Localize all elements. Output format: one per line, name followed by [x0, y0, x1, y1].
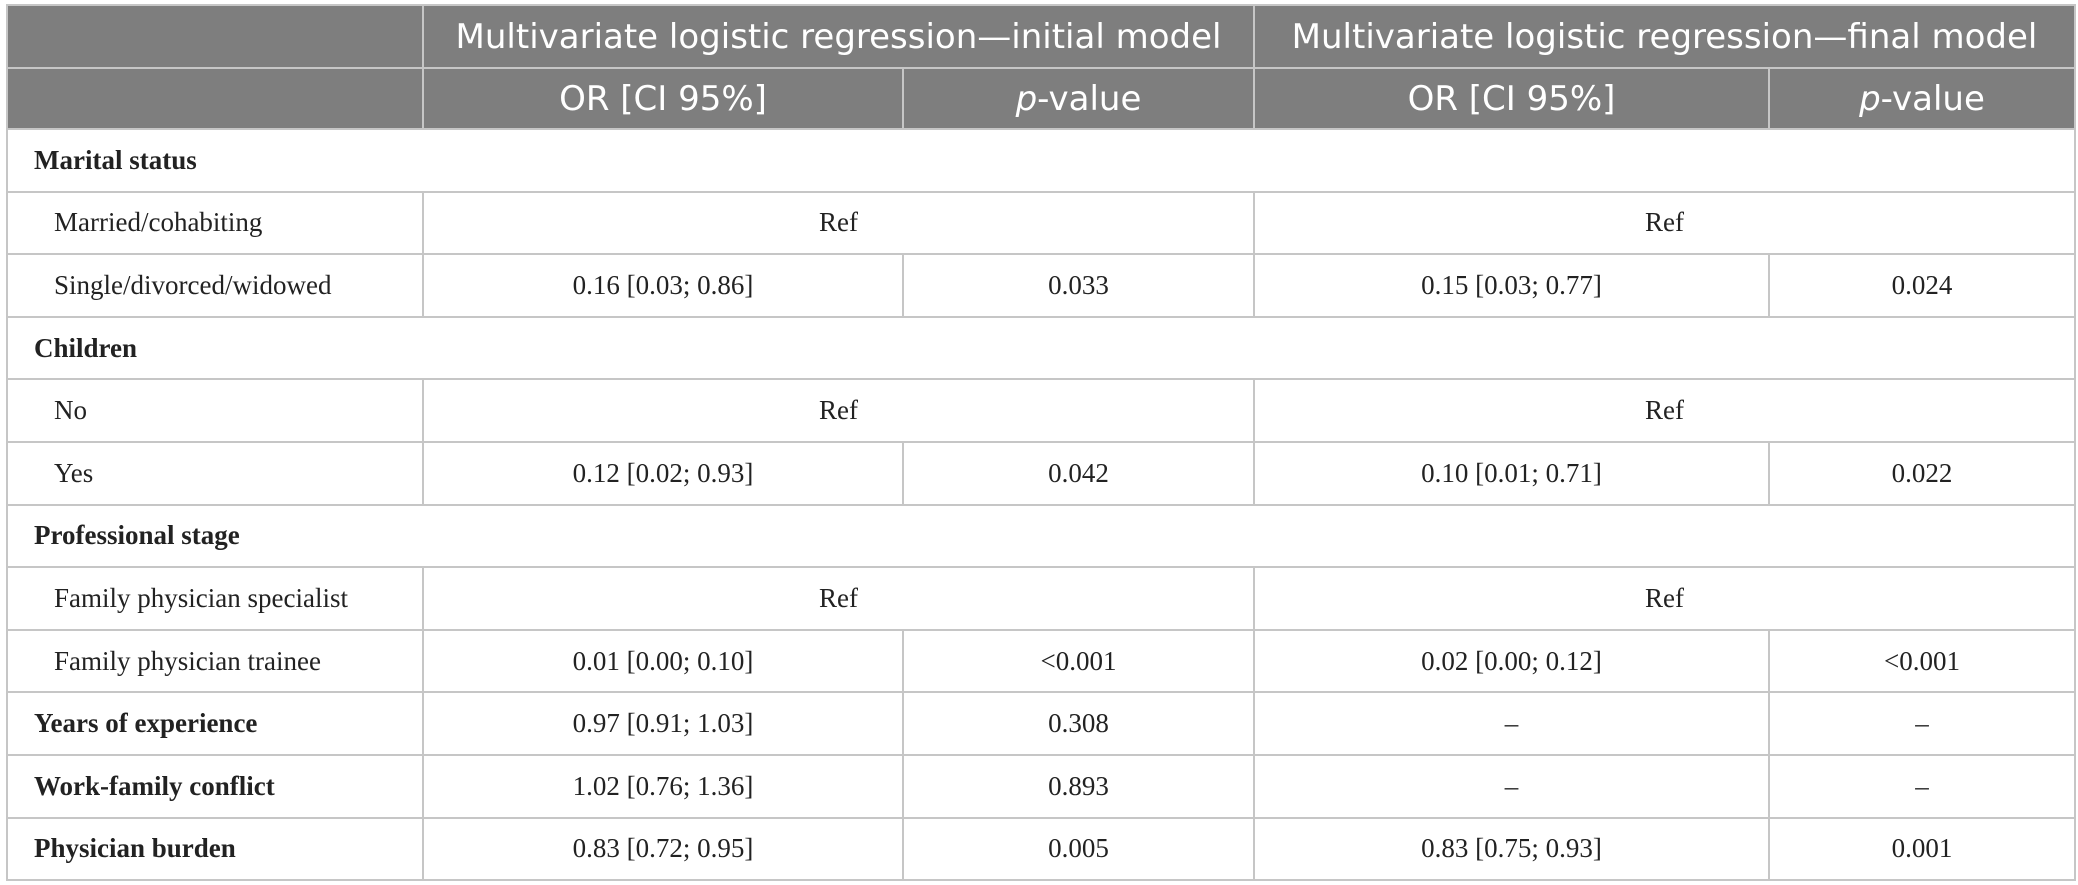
final-p: <0.001: [1768, 628, 2076, 694]
data-row: Single/divorced/widowed 0.16 [0.03; 0.86…: [6, 253, 2076, 318]
initial-ref: Ref: [422, 190, 1255, 256]
initial-p: <0.001: [902, 628, 1255, 694]
data-row: Yes 0.12 [0.02; 0.93] 0.042 0.10 [0.01; …: [6, 440, 2076, 506]
initial-or: 0.01 [0.00; 0.10]: [422, 628, 904, 694]
header-initial-model: Multivariate logistic regression—initial…: [422, 4, 1255, 69]
final-or: –: [1253, 753, 1770, 819]
regression-table: Multivariate logistic regression—initial…: [6, 4, 2076, 882]
initial-p: 0.893: [902, 753, 1255, 819]
initial-p: 0.042: [902, 440, 1255, 506]
header-corner-top: [6, 4, 424, 69]
initial-p: 0.308: [902, 691, 1255, 756]
initial-or: 0.16 [0.03; 0.86]: [422, 253, 904, 318]
section-label: Children: [6, 315, 2076, 381]
initial-ref: Ref: [422, 566, 1255, 631]
final-ref: Ref: [1253, 378, 2076, 443]
p-suffix: -value: [1880, 78, 1985, 119]
initial-or: 0.12 [0.02; 0.93]: [422, 440, 904, 506]
ref-row: Married/cohabiting Ref Ref: [6, 190, 2076, 256]
final-or: 0.15 [0.03; 0.77]: [1253, 253, 1770, 318]
data-row: Work-family conflict 1.02 [0.76; 1.36] 0…: [6, 753, 2076, 819]
row-label: Years of experience: [6, 691, 424, 756]
header-final-or: OR [CI 95%]: [1253, 67, 1770, 130]
final-or: 0.02 [0.00; 0.12]: [1253, 628, 1770, 694]
final-or: 0.10 [0.01; 0.71]: [1253, 440, 1770, 506]
initial-or: 0.83 [0.72; 0.95]: [422, 816, 904, 882]
row-label: Family physician specialist: [6, 566, 424, 631]
final-ref: Ref: [1253, 190, 2076, 256]
header-row-groups: Multivariate logistic regression—initial…: [6, 4, 2076, 69]
initial-p: 0.005: [902, 816, 1255, 882]
ref-row: No Ref Ref: [6, 378, 2076, 443]
initial-or: 1.02 [0.76; 1.36]: [422, 753, 904, 819]
section-label: Marital status: [6, 128, 2076, 193]
final-ref: Ref: [1253, 566, 2076, 631]
section-label: Professional stage: [6, 503, 2076, 569]
final-p: 0.022: [1768, 440, 2076, 506]
initial-p: 0.033: [902, 253, 1255, 318]
final-p: –: [1768, 691, 2076, 756]
row-label: Work-family conflict: [6, 753, 424, 819]
row-label: Single/divorced/widowed: [6, 253, 424, 318]
row-label: Family physician trainee: [6, 628, 424, 694]
row-label: No: [6, 378, 424, 443]
header-final-model: Multivariate logistic regression—final m…: [1253, 4, 2076, 69]
p-italic: p: [1015, 78, 1038, 119]
initial-or: 0.97 [0.91; 1.03]: [422, 691, 904, 756]
section-row: Marital status: [6, 128, 2076, 193]
final-p: 0.024: [1768, 253, 2076, 318]
data-row: Family physician trainee 0.01 [0.00; 0.1…: [6, 628, 2076, 694]
header-row-columns: OR [CI 95%] p-value OR [CI 95%] p-value: [6, 67, 2076, 130]
row-label: Yes: [6, 440, 424, 506]
p-suffix: -value: [1037, 78, 1142, 119]
ref-row: Family physician specialist Ref Ref: [6, 566, 2076, 631]
final-or: 0.83 [0.75; 0.93]: [1253, 816, 1770, 882]
header-corner-bottom: [6, 67, 424, 130]
table-body: Marital status Married/cohabiting Ref Re…: [6, 128, 2076, 882]
header-initial-p: p-value: [902, 67, 1255, 130]
section-row: Professional stage: [6, 503, 2076, 569]
p-italic: p: [1859, 78, 1881, 119]
final-or: –: [1253, 691, 1770, 756]
data-row: Physician burden 0.83 [0.72; 0.95] 0.005…: [6, 816, 2076, 882]
row-label: Physician burden: [6, 816, 424, 882]
data-row: Years of experience 0.97 [0.91; 1.03] 0.…: [6, 691, 2076, 756]
final-p: –: [1768, 753, 2076, 819]
header-initial-or: OR [CI 95%]: [422, 67, 904, 130]
section-row: Children: [6, 315, 2076, 381]
row-label: Married/cohabiting: [6, 190, 424, 256]
initial-ref: Ref: [422, 378, 1255, 443]
final-p: 0.001: [1768, 816, 2076, 882]
table-header: Multivariate logistic regression—initial…: [6, 4, 2076, 130]
header-final-p: p-value: [1768, 67, 2076, 130]
